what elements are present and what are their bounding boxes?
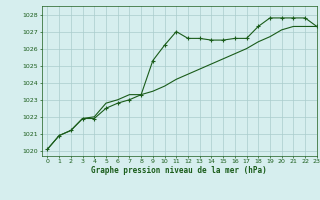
X-axis label: Graphe pression niveau de la mer (hPa): Graphe pression niveau de la mer (hPa) xyxy=(91,166,267,175)
